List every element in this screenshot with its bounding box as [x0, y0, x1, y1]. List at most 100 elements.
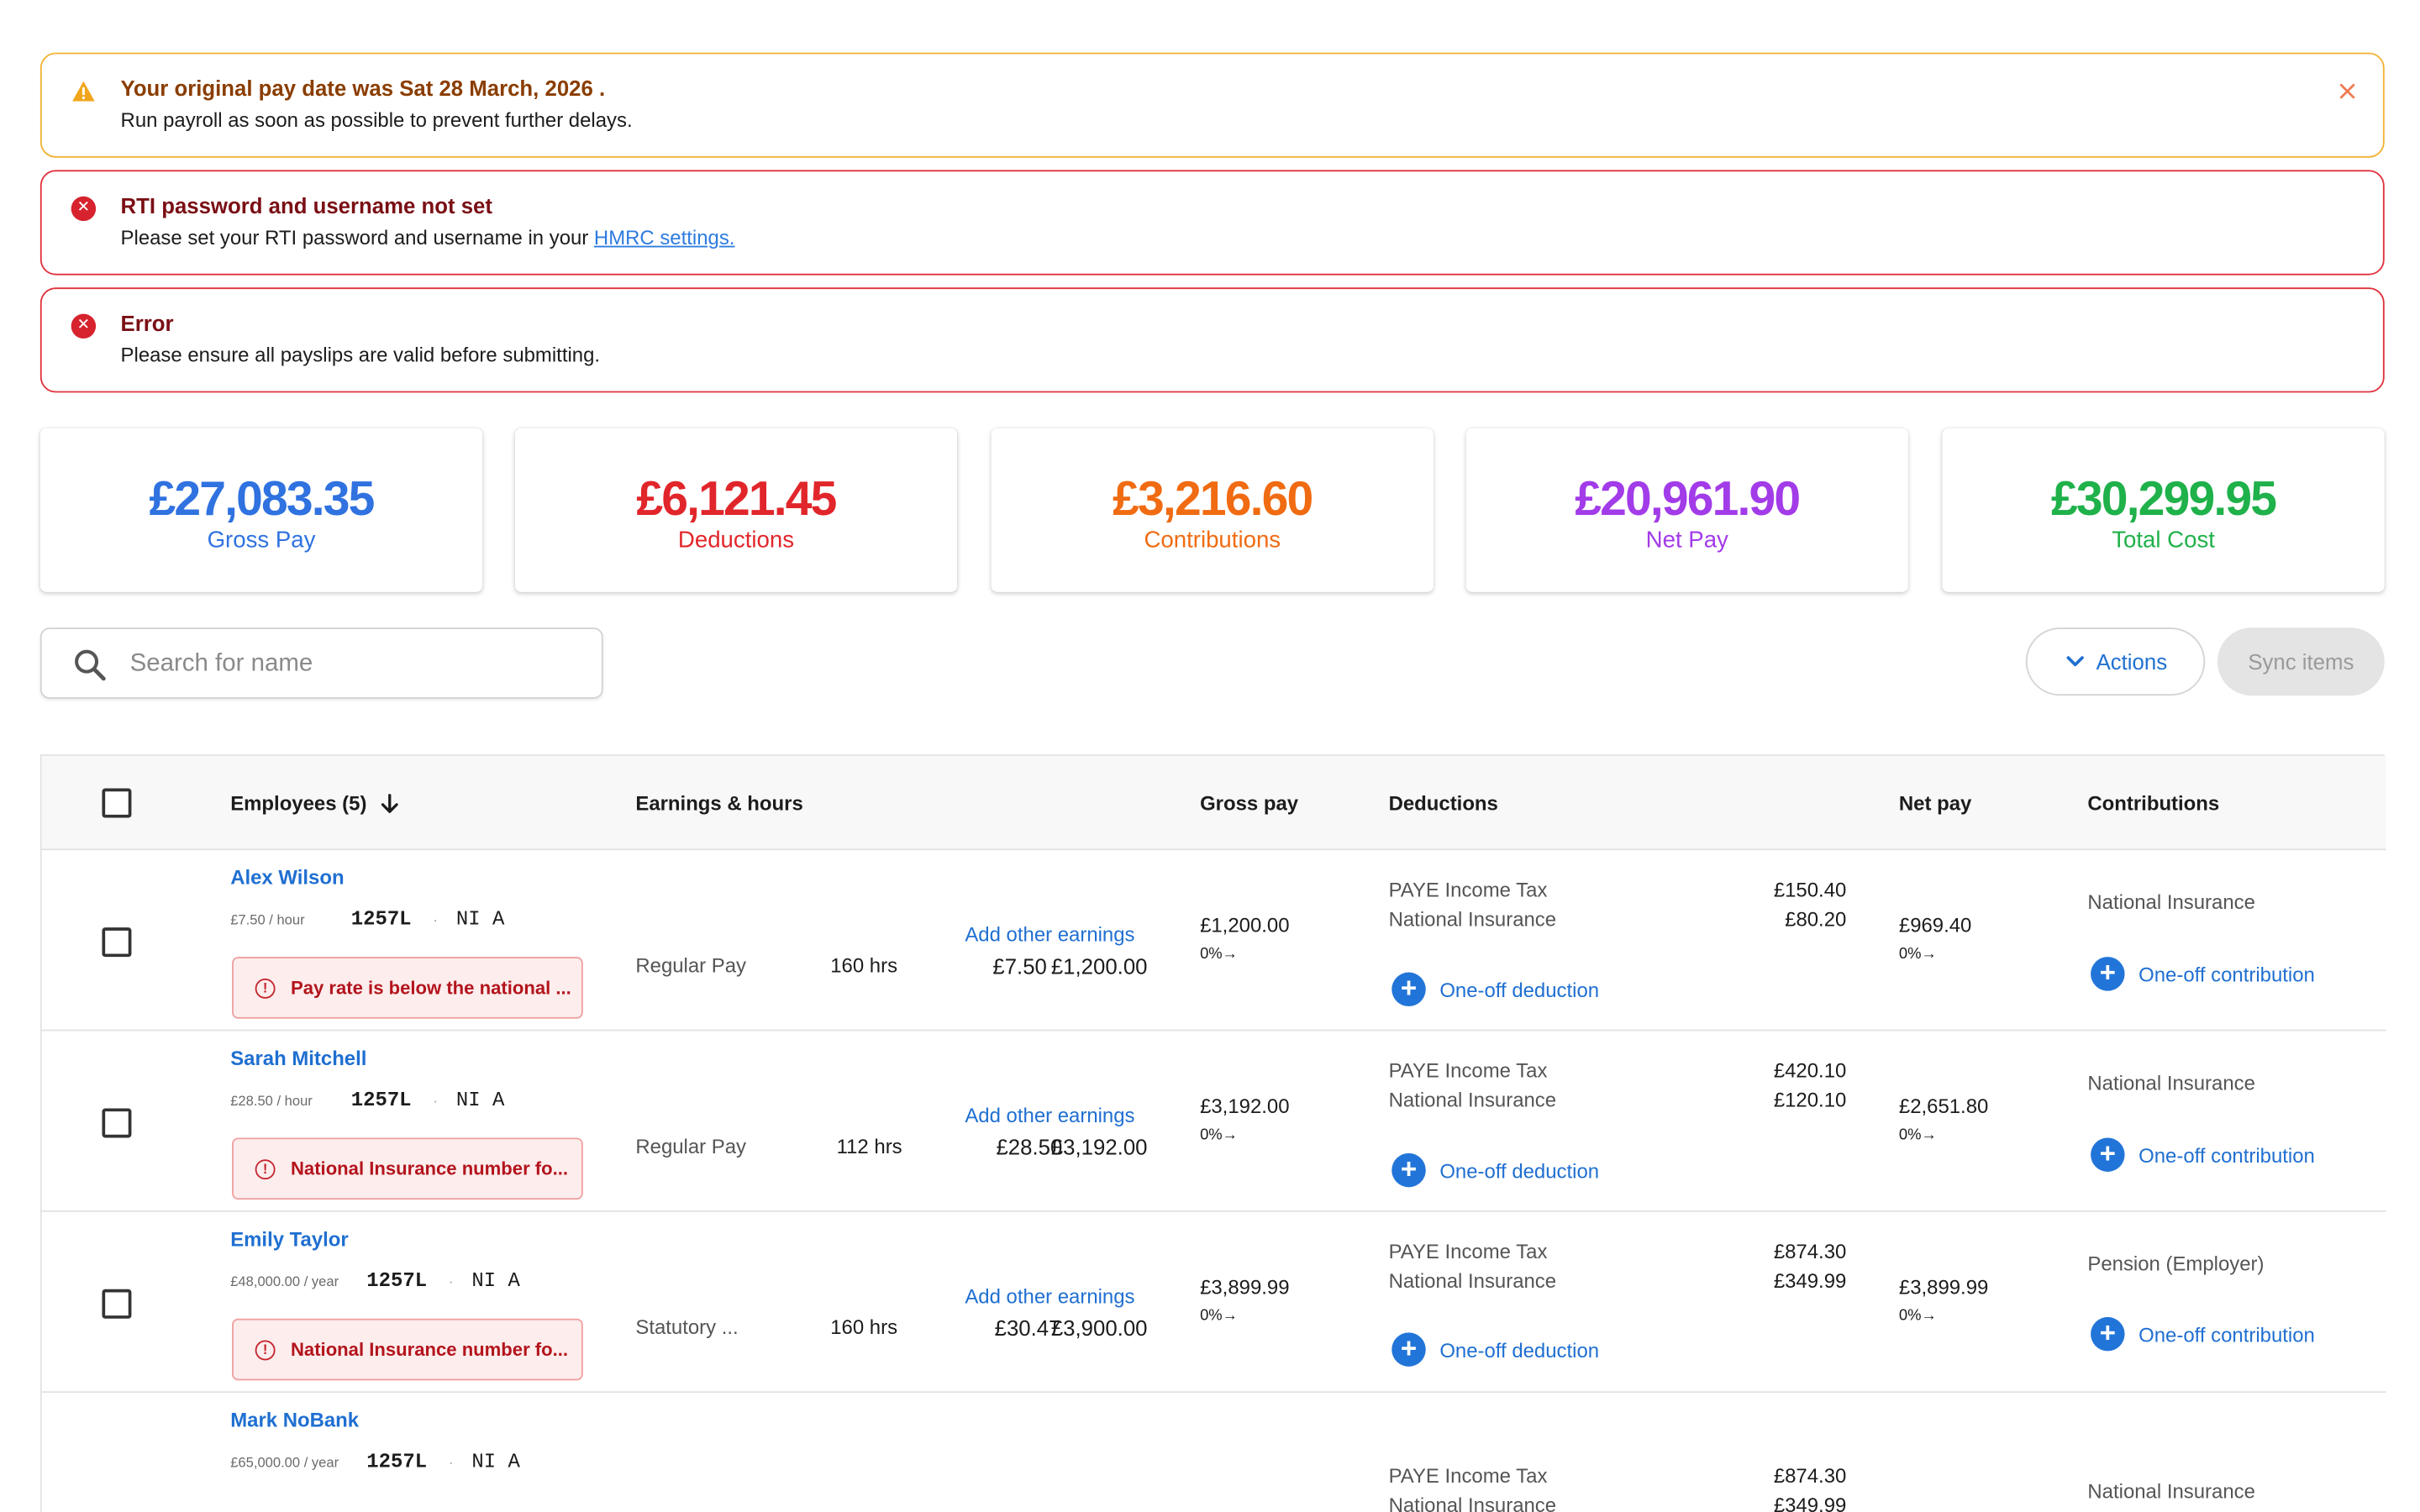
warning-message: Run payroll as soon as possible to preve… — [120, 108, 633, 132]
employee-rate: £65,000.00 / year — [230, 1453, 339, 1470]
rti-alert-text: Please set your RTI password and usernam… — [120, 225, 594, 249]
deduction-value: £349.99 — [1773, 1493, 1847, 1512]
rti-alert-title: RTI password and username not set — [120, 193, 492, 218]
actions-button[interactable]: Actions — [2025, 627, 2206, 696]
gross-pay-value: £27,083.35 — [149, 471, 375, 526]
earnings-amount: £3,192.00 — [1050, 1134, 1148, 1160]
warning-triangle-icon — [72, 81, 95, 102]
deduction-value: £150.40 — [1773, 878, 1847, 901]
contributions-label: Contributions — [1144, 527, 1281, 554]
row-checkbox[interactable] — [102, 1289, 132, 1319]
one-off-deduction-button[interactable]: + One-off deduction — [1392, 1152, 1600, 1188]
employee-meta: £65,000.00 / year 1257L · NI A — [230, 1450, 520, 1473]
gross-pay-card: £27,083.35 Gross Pay — [39, 428, 483, 592]
hours-value: 160 hrs — [830, 1315, 898, 1339]
gross-pay-value: £1,200.00 — [1200, 913, 1290, 937]
deduction-label: National Insurance — [1388, 1088, 1557, 1112]
hmrc-settings-link[interactable]: HMRC settings. — [593, 225, 735, 249]
deductions-label: Deductions — [677, 527, 795, 554]
separator-dot: · — [448, 1273, 454, 1289]
separator-dot: · — [433, 1092, 438, 1108]
search-box — [39, 627, 603, 699]
plus-circle-icon: + — [2091, 1316, 2125, 1352]
contribution-label: National Insurance — [2087, 890, 2255, 914]
employee-rate: £48,000.00 / year — [230, 1273, 339, 1289]
plus-circle-icon: + — [2091, 1137, 2125, 1172]
employee-name-link[interactable]: Alex Wilson — [230, 865, 345, 890]
plus-circle-icon: + — [1392, 972, 1426, 1007]
ni-category: NI A — [471, 1268, 520, 1293]
plus-circle-icon: + — [1392, 1332, 1426, 1367]
sync-items-button[interactable]: Sync items — [2217, 627, 2385, 696]
add-other-earnings-link[interactable]: Add other earnings — [965, 1103, 1135, 1127]
earnings-column-header: Earnings & hours — [635, 791, 803, 815]
add-other-earnings-link[interactable]: Add other earnings — [965, 1284, 1135, 1308]
select-all-checkbox[interactable] — [102, 788, 132, 818]
one-off-deduction-button[interactable]: + One-off deduction — [1392, 1332, 1599, 1367]
one-off-deduction-button[interactable]: + One-off deduction — [1392, 972, 1599, 1007]
row-checkbox[interactable] — [102, 1108, 132, 1138]
add-other-earnings-link[interactable]: Add other earnings — [965, 922, 1135, 947]
close-icon[interactable] — [2337, 81, 2359, 102]
payroll-table: Employees (5) Earnings & hours Gross pay… — [39, 754, 2386, 1512]
employee-warning-text: Pay rate is below the national ... — [290, 977, 571, 999]
net-pay-value: £969.40 — [1898, 913, 1972, 937]
one-off-contribution-button[interactable]: + One-off contribution — [2091, 1316, 2315, 1352]
net-pay-value: £20,961.90 — [1575, 471, 1801, 526]
one-off-contribution-button[interactable]: + One-off contribution — [2091, 1137, 2315, 1172]
deduction-value: £120.10 — [1773, 1088, 1847, 1112]
tax-code: 1257L — [366, 1450, 428, 1473]
error-circle-icon: ✕ — [71, 196, 97, 222]
search-input[interactable] — [129, 643, 579, 687]
plus-circle-icon: + — [1392, 1152, 1426, 1188]
gross-pay-column-header: Gross pay — [1200, 791, 1299, 815]
gross-pay-value: £3,192.00 — [1200, 1094, 1290, 1118]
total-cost-value: £30,299.95 — [2051, 471, 2277, 526]
employee-warning-badge[interactable]: ! Pay rate is below the national ... — [232, 957, 583, 1019]
separator-dot: · — [433, 911, 438, 927]
net-pay-change: 0%→ — [1898, 946, 1937, 963]
deduction-label: PAYE Income Tax — [1388, 878, 1548, 901]
table-row: Emily Taylor £48,000.00 / year 1257L · N… — [41, 1212, 2386, 1394]
plus-circle-icon: + — [2091, 957, 2125, 991]
earnings-amount: £3,900.00 — [1050, 1315, 1148, 1341]
earnings-rate: £7.50 — [992, 953, 1047, 979]
deductions-column-header: Deductions — [1388, 791, 1498, 815]
deduction-value: £80.20 — [1785, 907, 1847, 931]
one-off-deduction-label: One-off deduction — [1439, 1158, 1600, 1182]
employee-name-link[interactable]: Sarah Mitchell — [230, 1046, 367, 1070]
net-pay-card: £20,961.90 Net Pay — [1465, 428, 1908, 592]
employee-warning-badge[interactable]: ! National Insurance number fo... — [232, 1137, 583, 1200]
earnings-rate: £30.47 — [994, 1315, 1061, 1341]
contribution-label: National Insurance — [2087, 1071, 2255, 1095]
one-off-contribution-button[interactable]: + One-off contribution — [2091, 957, 2315, 991]
employees-header-label: Employees (5) — [230, 791, 367, 815]
error-alert-title: Error — [120, 310, 174, 336]
deduction-value: £874.30 — [1773, 1463, 1847, 1488]
error-circle-icon: ✕ — [71, 313, 97, 339]
deduction-label: PAYE Income Tax — [1388, 1239, 1548, 1263]
deduction-label: National Insurance — [1388, 1268, 1557, 1293]
tax-code: 1257L — [350, 1088, 412, 1112]
row-checkbox[interactable] — [102, 927, 132, 958]
net-pay-column-header: Net pay — [1898, 791, 1972, 815]
deduction-value: £874.30 — [1773, 1239, 1847, 1263]
deduction-label: PAYE Income Tax — [1388, 1463, 1548, 1488]
contributions-value: £3,216.60 — [1113, 471, 1313, 526]
employee-name-link[interactable]: Emily Taylor — [230, 1227, 349, 1251]
ni-category: NI A — [455, 1088, 505, 1112]
ni-category: NI A — [471, 1450, 520, 1473]
total-cost-card: £30,299.95 Total Cost — [1942, 428, 2385, 592]
alert-circle-icon: ! — [255, 1158, 276, 1179]
employees-column-header[interactable]: Employees (5) — [230, 791, 401, 815]
employee-warning-badge[interactable]: ! National Insurance number fo... — [232, 1318, 583, 1381]
total-cost-label: Total Cost — [2112, 527, 2215, 554]
contributions-card: £3,216.60 Contributions — [991, 428, 1434, 592]
alert-circle-icon: ! — [255, 977, 276, 998]
employee-name-link[interactable]: Mark NoBank — [230, 1408, 360, 1432]
employee-warning-text: National Insurance number fo... — [290, 1338, 569, 1361]
table-row: Mark NoBank £65,000.00 / year 1257L · NI… — [42, 1393, 2386, 1512]
tax-code: 1257L — [350, 907, 412, 931]
net-pay-change: 0%→ — [1898, 1126, 1937, 1144]
gross-pay-label: Gross Pay — [207, 527, 316, 554]
